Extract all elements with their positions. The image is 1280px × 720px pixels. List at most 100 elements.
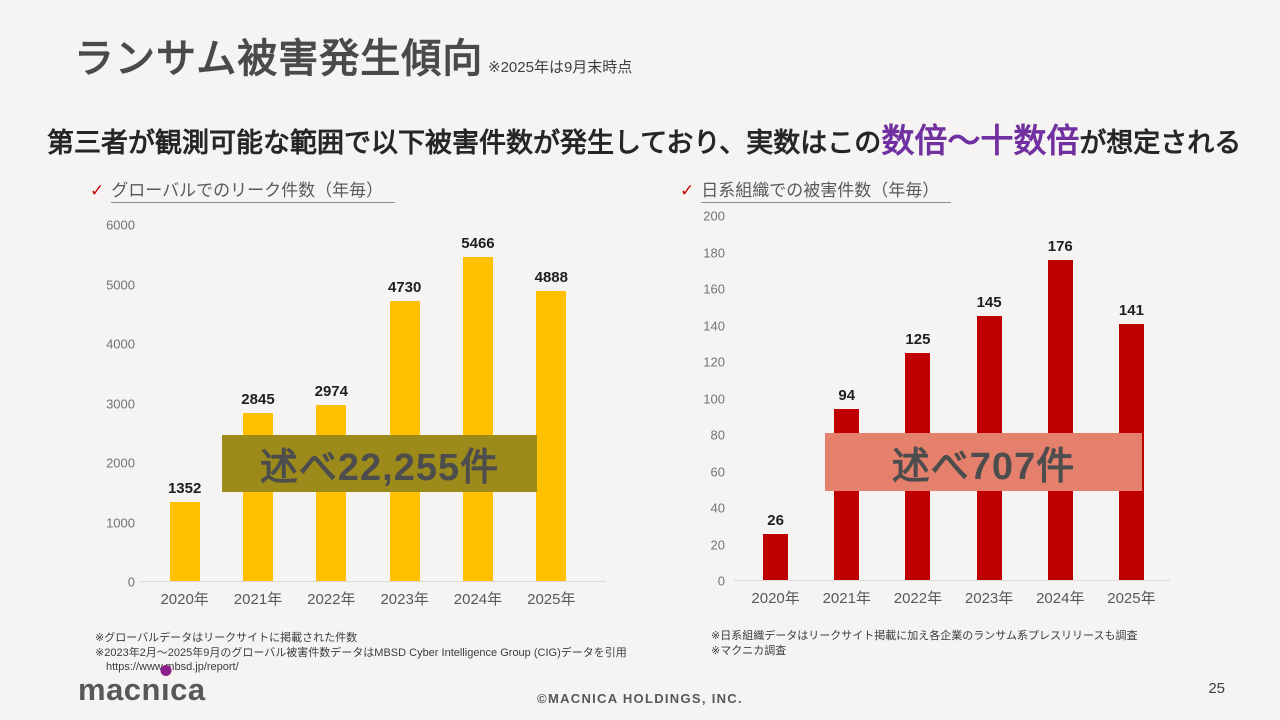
bar-slot: 176 bbox=[1025, 216, 1096, 581]
y-tick-label: 120 bbox=[703, 354, 725, 370]
bar-value-label: 4888 bbox=[534, 269, 568, 287]
bar-slot: 4888 bbox=[515, 225, 588, 582]
x-tick-label: 2020年 bbox=[160, 591, 209, 608]
x-tick-label: 2022年 bbox=[307, 591, 356, 608]
bar-slot: 2974 bbox=[295, 225, 368, 582]
bar-slot: 145 bbox=[954, 216, 1025, 581]
bar-value-label: 141 bbox=[1118, 301, 1144, 319]
x-tick-label: 2020年 bbox=[751, 590, 800, 607]
bar-value-label: 2845 bbox=[241, 390, 275, 408]
y-tick-label: 100 bbox=[703, 391, 725, 406]
y-tick-label: 200 bbox=[703, 208, 725, 224]
footnote-line: https://www.mbsd.jp/report/ bbox=[105, 661, 239, 673]
y-axis: 0 1000 2000 3000 4000 5000 6000 bbox=[88, 218, 135, 590]
bar-value-label: 26 bbox=[767, 511, 784, 529]
x-axis-line bbox=[140, 581, 606, 582]
bar bbox=[462, 256, 493, 582]
subtitle-pre: 第三者が観測可能な範囲で以下被害件数が発生しており、実数はこの bbox=[47, 128, 882, 158]
bar-value-label: 5466 bbox=[461, 234, 495, 252]
x-axis-labels: 2020年 2021年 2022年 2023年 2024年 2025年 bbox=[740, 587, 1167, 608]
bar-value-label: 2974 bbox=[314, 383, 348, 401]
logo-i-glyph: ı bbox=[160, 672, 171, 707]
x-tick-label: 2024年 bbox=[453, 591, 503, 608]
x-tick-label: 2021年 bbox=[822, 590, 871, 607]
footnote-line: ※グローバルデータはリークサイトに掲載された件数 bbox=[95, 632, 358, 644]
global-leak-chart: ✓ グローバルでのリーク件数（年毎） 0 1000 2000 3000 4000 5000 6… bbox=[88, 174, 650, 678]
bar-series: 26 94 125 145 176 141 bbox=[740, 216, 1167, 581]
bar-slot: 141 bbox=[1096, 216, 1167, 581]
bar-value-label: 4730 bbox=[387, 278, 422, 296]
japan-victim-chart: ✓ 日系組織での被害件数（年毎） 0 20 40 60 80 100 120 140 160 180… bbox=[678, 174, 1240, 678]
y-tick-label: 2000 bbox=[106, 455, 135, 471]
x-tick-label: 2024年 bbox=[1036, 590, 1085, 607]
y-tick-label: 80 bbox=[710, 427, 725, 443]
x-axis-labels: 2020年 2021年 2022年 2023年 2024年 2025年 bbox=[148, 588, 588, 609]
y-tick-label: 5000 bbox=[106, 277, 135, 292]
bar-value-label: 1352 bbox=[167, 479, 202, 497]
subtitle-highlight: 数倍～十数倍 bbox=[881, 122, 1080, 159]
total-overlay-label: 述べ22,255件 bbox=[259, 447, 500, 489]
footnote-line: ※マクニカ調査 bbox=[711, 644, 787, 657]
check-icon: ✓ bbox=[680, 181, 695, 200]
bar bbox=[169, 501, 200, 582]
y-tick-label: 1000 bbox=[106, 515, 135, 530]
bar-value-label: 125 bbox=[905, 330, 931, 348]
bar bbox=[536, 291, 567, 582]
plot-area: 0 1000 2000 3000 4000 5000 6000 1352 2845 2974 47… bbox=[88, 218, 650, 590]
subtitle-post: が想定される bbox=[1079, 128, 1242, 158]
y-tick-label: 0 bbox=[127, 574, 135, 590]
footnote-line: ※2023年2月～2025年9月のグローバル被害件数データはMBSD Cyber… bbox=[95, 646, 627, 659]
y-tick-label: 3000 bbox=[106, 396, 135, 411]
bar-slot: 4730 bbox=[368, 225, 441, 582]
bar-slot: 125 bbox=[882, 216, 953, 581]
x-tick-label: 2025年 bbox=[1107, 590, 1156, 607]
y-tick-label: 60 bbox=[710, 464, 725, 479]
check-icon: ✓ bbox=[90, 181, 105, 200]
copyright-text: ©MACNICA HOLDINGS, INC. bbox=[537, 691, 743, 706]
total-overlay: 述べ707件 bbox=[825, 433, 1142, 491]
bar bbox=[1047, 259, 1073, 581]
bar bbox=[316, 405, 347, 582]
chart-footnotes: ※グローバルデータはリークサイトに掲載された件数 ※2023年2月～2025年9月… bbox=[95, 631, 627, 675]
logo-text-left: macn bbox=[78, 672, 161, 707]
plot-area: 0 20 40 60 80 100 120 140 160 180 200 26 94 125 145 17… bbox=[678, 209, 1240, 589]
bar-slot: 2845 bbox=[221, 225, 294, 582]
bar-value-label: 94 bbox=[838, 387, 856, 405]
logo-purple-dot-icon bbox=[160, 665, 172, 676]
y-tick-label: 180 bbox=[703, 245, 725, 260]
x-tick-label: 2021年 bbox=[233, 591, 283, 608]
chart-footnotes: ※日系組織データはリークサイト掲載に加え各企業のランサム系プレスリリースも調査 ※… bbox=[711, 629, 1137, 658]
logo-text-right: ca bbox=[170, 672, 206, 707]
page-number: 25 bbox=[1208, 680, 1225, 697]
subtitle: 第三者が観測可能な範囲で以下被害件数が発生しており、実数はこの数倍～十数倍が想定… bbox=[47, 114, 1247, 162]
total-overlay: 述べ22,255件 bbox=[222, 435, 537, 492]
x-axis-line bbox=[734, 580, 1170, 581]
bar-slot: 5466 bbox=[441, 225, 514, 582]
y-tick-label: 6000 bbox=[106, 217, 135, 233]
x-tick-label: 2025年 bbox=[527, 591, 576, 608]
y-tick-label: 160 bbox=[703, 281, 725, 297]
x-tick-label: 2023年 bbox=[964, 590, 1014, 607]
bar-value-label: 145 bbox=[976, 294, 1002, 312]
y-tick-label: 0 bbox=[717, 573, 725, 589]
footnote-line: ※日系組織データはリークサイト掲載に加え各企業のランサム系プレスリリースも調査 bbox=[711, 630, 1138, 642]
total-overlay-label: 述べ707件 bbox=[891, 445, 1076, 488]
bar bbox=[763, 533, 789, 581]
title-note: ※2025年は9月末時点 bbox=[488, 59, 633, 76]
y-tick-label: 140 bbox=[703, 318, 725, 333]
bar-series: 1352 2845 2974 4730 5466 4888 bbox=[148, 225, 588, 582]
bar-slot: 94 bbox=[811, 216, 882, 581]
bar-slot: 1352 bbox=[148, 225, 221, 582]
chart-title: 日系組織での被害件数（年毎） bbox=[701, 181, 952, 203]
bar-value-label: 176 bbox=[1047, 237, 1073, 255]
x-tick-label: 2022年 bbox=[893, 590, 943, 607]
y-tick-label: 4000 bbox=[106, 336, 135, 352]
page-title: ランサム被害発生傾向 bbox=[74, 37, 484, 81]
chart-title: グローバルでのリーク件数（年毎） bbox=[111, 181, 396, 203]
y-tick-label: 20 bbox=[710, 537, 725, 552]
macnica-logo: macnı ca bbox=[78, 665, 206, 708]
logo-letter-i: ı bbox=[160, 665, 172, 708]
bar-slot: 26 bbox=[740, 216, 811, 581]
chart-header: ✓ 日系組織での被害件数（年毎） bbox=[680, 176, 952, 203]
